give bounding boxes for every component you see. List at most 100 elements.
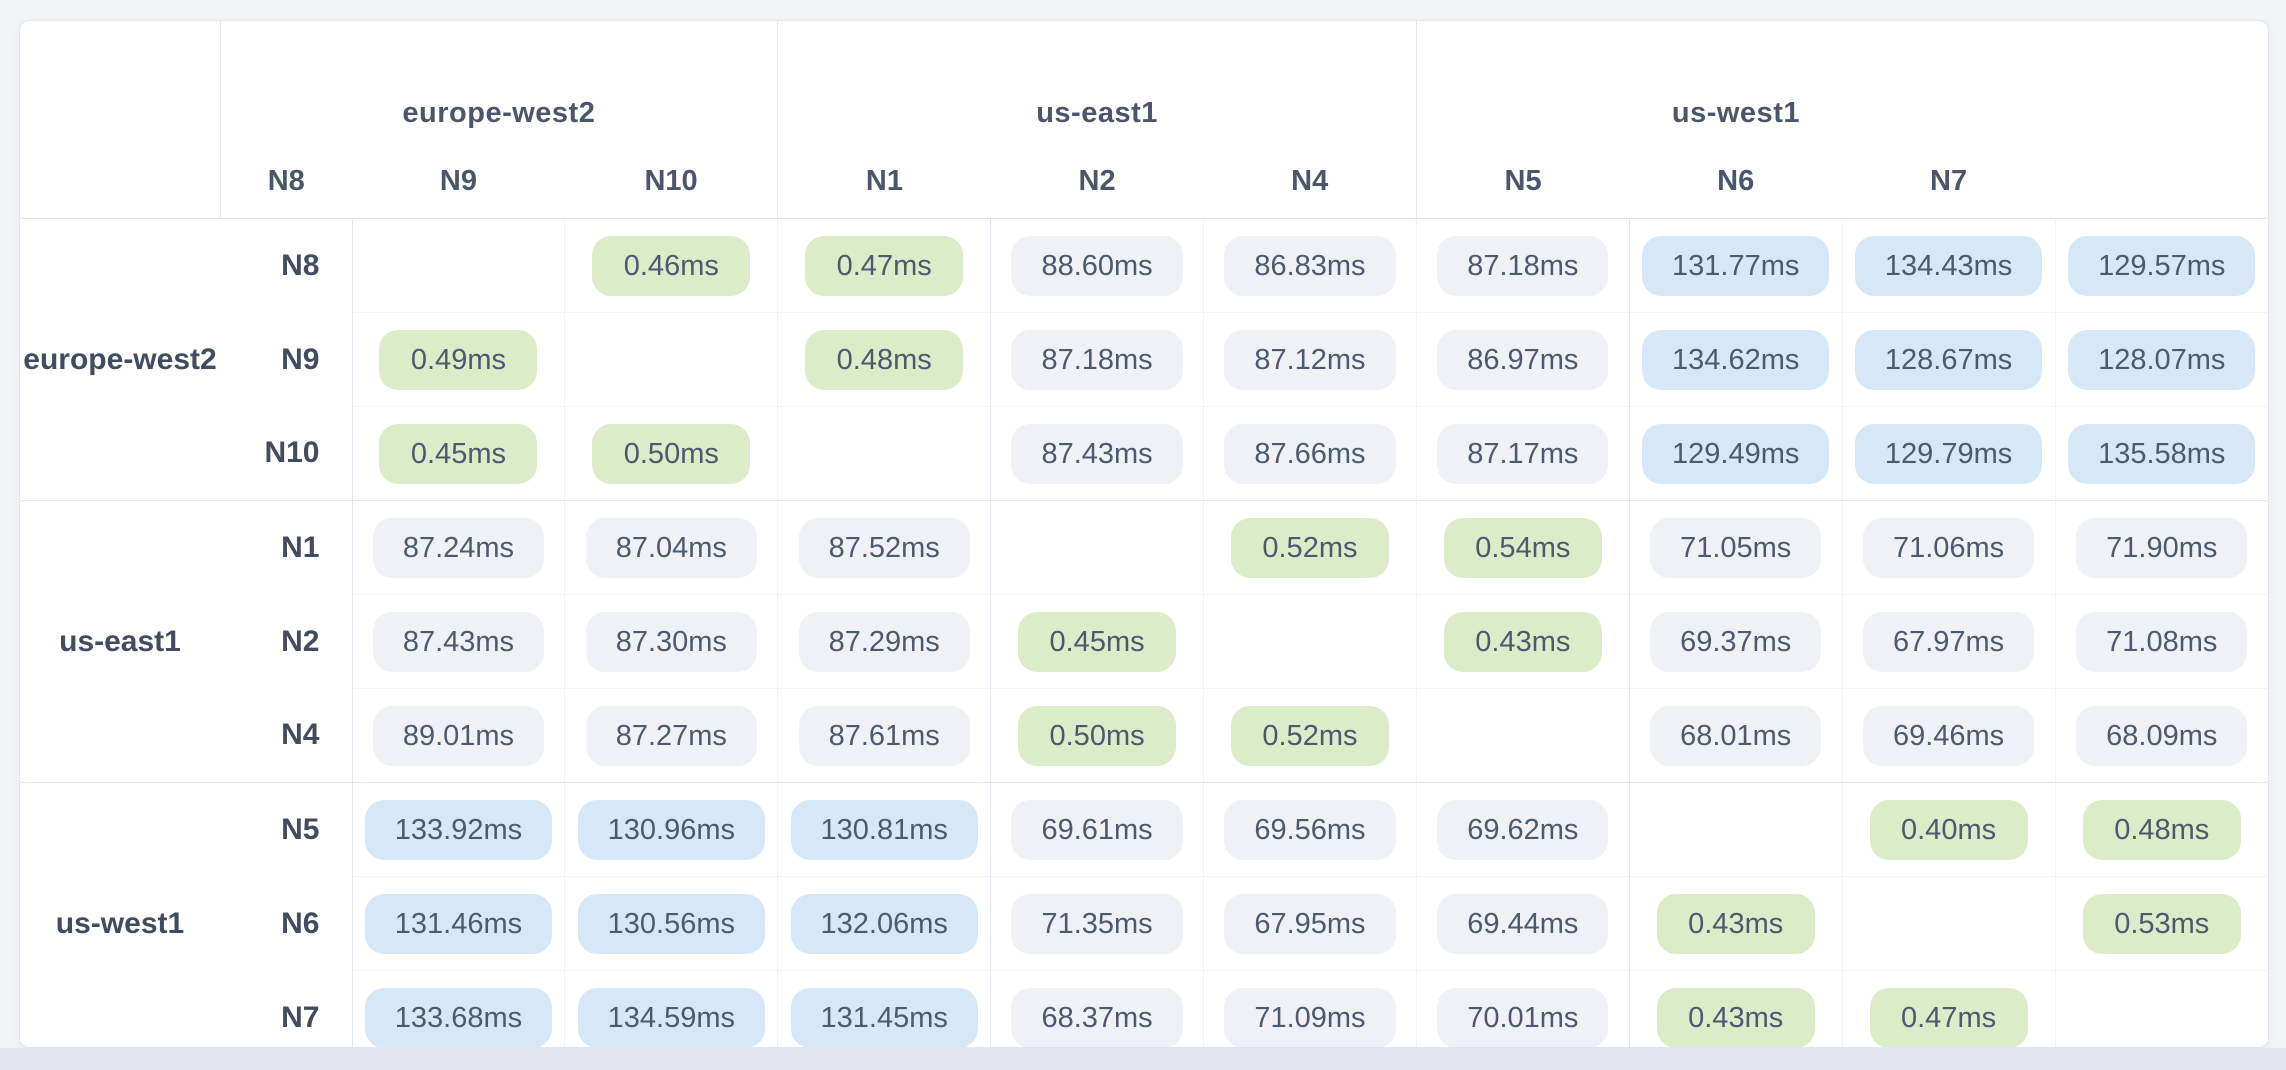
latency-pill-N8-to-N2[interactable]: 86.83ms	[1224, 235, 1396, 296]
latency-pill-N8-to-N9[interactable]: 0.46ms	[592, 235, 751, 296]
latency-pill-N4-to-N10[interactable]: 87.61ms	[798, 705, 970, 766]
latency-pill-N5-to-N9[interactable]: 130.96ms	[577, 799, 765, 860]
latency-cell-N1-to-N7: 71.90ms	[2054, 500, 2268, 595]
row-header-N1: N1	[220, 500, 352, 595]
latency-pill-N2-to-N7[interactable]: 71.08ms	[2076, 611, 2248, 672]
latency-pill-N1-to-N5[interactable]: 71.05ms	[1650, 517, 1822, 578]
latency-pill-N9-to-N10[interactable]: 0.48ms	[805, 329, 964, 390]
latency-pill-N10-to-N6[interactable]: 129.79ms	[1854, 423, 2043, 484]
row-header-N6: N6	[281, 906, 320, 940]
latency-pill-N2-to-N8[interactable]: 87.43ms	[372, 611, 545, 672]
matrix-row-N4: N4 89.01ms 87.27ms 87.61ms 0.50ms 0.52ms 68.01…	[20, 688, 2268, 783]
latency-pill-N6-to-N1[interactable]: 71.35ms	[1011, 893, 1183, 954]
latency-cell-N5-to-N5	[1628, 782, 1843, 877]
latency-pill-N10-to-N1[interactable]: 87.43ms	[1011, 423, 1183, 484]
latency-pill-N7-to-N2[interactable]: 71.09ms	[1224, 987, 1396, 1047]
latency-cell-N6-to-N5: 0.43ms	[1628, 876, 1843, 971]
latency-pill-N6-to-N8[interactable]: 131.46ms	[364, 893, 553, 954]
latency-pill-N4-to-N7[interactable]: 68.09ms	[2076, 705, 2248, 766]
latency-pill-N9-to-N5[interactable]: 134.62ms	[1642, 329, 1830, 390]
latency-pill-N6-to-N5[interactable]: 0.43ms	[1656, 893, 1815, 954]
latency-cell-N7-to-N9: 134.59ms	[564, 970, 778, 1047]
latency-cell-N1-to-N10: 87.52ms	[777, 500, 991, 595]
latency-pill-N4-to-N8[interactable]: 89.01ms	[372, 705, 545, 766]
latency-cell-N10-to-N5: 129.49ms	[1628, 406, 1843, 501]
latency-pill-N7-to-N4[interactable]: 70.01ms	[1437, 987, 1609, 1047]
latency-pill-N10-to-N4[interactable]: 87.17ms	[1437, 423, 1609, 484]
latency-pill-N1-to-N2[interactable]: 0.52ms	[1230, 517, 1389, 578]
latency-pill-N2-to-N4[interactable]: 0.43ms	[1443, 611, 1602, 672]
latency-pill-N5-to-N1[interactable]: 69.61ms	[1011, 799, 1183, 860]
latency-pill-N8-to-N1[interactable]: 88.60ms	[1011, 235, 1183, 296]
latency-cell-N10-to-N1: 87.43ms	[990, 406, 1204, 501]
latency-pill-N1-to-N7[interactable]: 71.90ms	[2076, 517, 2248, 578]
latency-pill-N9-to-N4[interactable]: 86.97ms	[1437, 329, 1609, 390]
latency-cell-N9-to-N7: 128.07ms	[2054, 312, 2268, 407]
latency-cell-N7-to-N1: 68.37ms	[990, 970, 1204, 1047]
latency-pill-N4-to-N5[interactable]: 68.01ms	[1650, 705, 1822, 766]
latency-cell-N7-to-N7	[2054, 970, 2268, 1047]
latency-pill-N1-to-N4[interactable]: 0.54ms	[1443, 517, 1602, 578]
latency-pill-N6-to-N10[interactable]: 132.06ms	[790, 893, 978, 954]
latency-pill-N1-to-N6[interactable]: 71.06ms	[1862, 517, 2035, 578]
latency-pill-N9-to-N7[interactable]: 128.07ms	[2068, 329, 2256, 390]
latency-pill-N7-to-N6[interactable]: 0.47ms	[1869, 987, 2028, 1047]
latency-pill-N9-to-N8[interactable]: 0.49ms	[379, 329, 538, 390]
latency-pill-N10-to-N2[interactable]: 87.66ms	[1224, 423, 1396, 484]
latency-pill-N8-to-N6[interactable]: 134.43ms	[1854, 235, 2043, 296]
latency-pill-N6-to-N4[interactable]: 69.44ms	[1437, 893, 1609, 954]
latency-pill-N6-to-N2[interactable]: 67.95ms	[1224, 893, 1396, 954]
latency-cell-N9-to-N4: 86.97ms	[1415, 312, 1630, 407]
latency-pill-N5-to-N8[interactable]: 133.92ms	[364, 799, 553, 860]
latency-pill-N2-to-N9[interactable]: 87.30ms	[585, 611, 757, 672]
latency-pill-N2-to-N6[interactable]: 67.97ms	[1862, 611, 2035, 672]
latency-pill-N2-to-N10[interactable]: 87.29ms	[798, 611, 970, 672]
latency-pill-N7-to-N8[interactable]: 133.68ms	[364, 987, 553, 1047]
latency-pill-N10-to-N8[interactable]: 0.45ms	[379, 423, 538, 484]
latency-cell-N9-to-N6: 128.67ms	[1841, 312, 2055, 407]
latency-cell-N4-to-N7: 68.09ms	[2054, 688, 2268, 783]
latency-cell-N4-to-N2: 0.52ms	[1203, 688, 1417, 783]
latency-pill-N7-to-N10[interactable]: 131.45ms	[790, 987, 978, 1047]
latency-cell-N10-to-N9: 0.50ms	[564, 406, 778, 501]
latency-pill-N8-to-N7[interactable]: 129.57ms	[2068, 235, 2256, 296]
latency-pill-N5-to-N4[interactable]: 69.62ms	[1437, 799, 1609, 860]
latency-pill-N4-to-N1[interactable]: 0.50ms	[1018, 705, 1177, 766]
latency-pill-N9-to-N6[interactable]: 128.67ms	[1854, 329, 2043, 390]
latency-pill-N10-to-N7[interactable]: 135.58ms	[2068, 423, 2256, 484]
latency-pill-N5-to-N7[interactable]: 0.48ms	[2082, 799, 2241, 860]
row-header-N5: N5	[220, 782, 352, 877]
latency-pill-N7-to-N1[interactable]: 68.37ms	[1011, 987, 1183, 1047]
latency-pill-N4-to-N9[interactable]: 87.27ms	[585, 705, 757, 766]
latency-pill-N7-to-N5[interactable]: 0.43ms	[1656, 987, 1815, 1047]
latency-pill-N6-to-N7[interactable]: 0.53ms	[2082, 893, 2241, 954]
latency-pill-N8-to-N10[interactable]: 0.47ms	[805, 235, 964, 296]
latency-pill-N6-to-N9[interactable]: 130.56ms	[577, 893, 765, 954]
horizontal-scrollbar-track[interactable]	[0, 1048, 2286, 1070]
latency-cell-N4-to-N6: 69.46ms	[1841, 688, 2055, 783]
latency-pill-N1-to-N10[interactable]: 87.52ms	[798, 517, 970, 578]
column-header-N6: N6	[1717, 164, 1755, 197]
latency-cell-N9-to-N8: 0.49ms	[351, 312, 565, 407]
latency-matrix-table: europe-west2 us-east1 us-west1 N8 N9 N10 N1 N2 N…	[20, 21, 2268, 1047]
latency-pill-N5-to-N10[interactable]: 130.81ms	[790, 799, 978, 860]
latency-pill-N10-to-N9[interactable]: 0.50ms	[592, 423, 751, 484]
latency-pill-N4-to-N6[interactable]: 69.46ms	[1862, 705, 2035, 766]
latency-pill-N2-to-N5[interactable]: 69.37ms	[1650, 611, 1822, 672]
latency-cell-N4-to-N5: 68.01ms	[1628, 688, 1843, 783]
latency-pill-N5-to-N2[interactable]: 69.56ms	[1224, 799, 1396, 860]
matrix-row-N6: N6 131.46ms 130.56ms 132.06ms 71.35ms 67.95ms…	[20, 876, 2268, 971]
row-header-N10: N10	[264, 436, 320, 470]
latency-pill-N7-to-N9[interactable]: 134.59ms	[577, 987, 765, 1047]
latency-pill-N2-to-N1[interactable]: 0.45ms	[1018, 611, 1177, 672]
latency-pill-N10-to-N5[interactable]: 129.49ms	[1642, 423, 1830, 484]
latency-pill-N5-to-N6[interactable]: 0.40ms	[1869, 799, 2028, 860]
latency-pill-N1-to-N9[interactable]: 87.04ms	[585, 517, 757, 578]
latency-pill-N9-to-N2[interactable]: 87.12ms	[1224, 329, 1396, 390]
column-header-N4: N4	[1291, 164, 1329, 197]
latency-pill-N9-to-N1[interactable]: 87.18ms	[1011, 329, 1183, 390]
latency-pill-N8-to-N5[interactable]: 131.77ms	[1642, 235, 1830, 296]
latency-pill-N1-to-N8[interactable]: 87.24ms	[372, 517, 545, 578]
latency-pill-N8-to-N4[interactable]: 87.18ms	[1437, 235, 1609, 296]
latency-pill-N4-to-N2[interactable]: 0.52ms	[1230, 705, 1389, 766]
